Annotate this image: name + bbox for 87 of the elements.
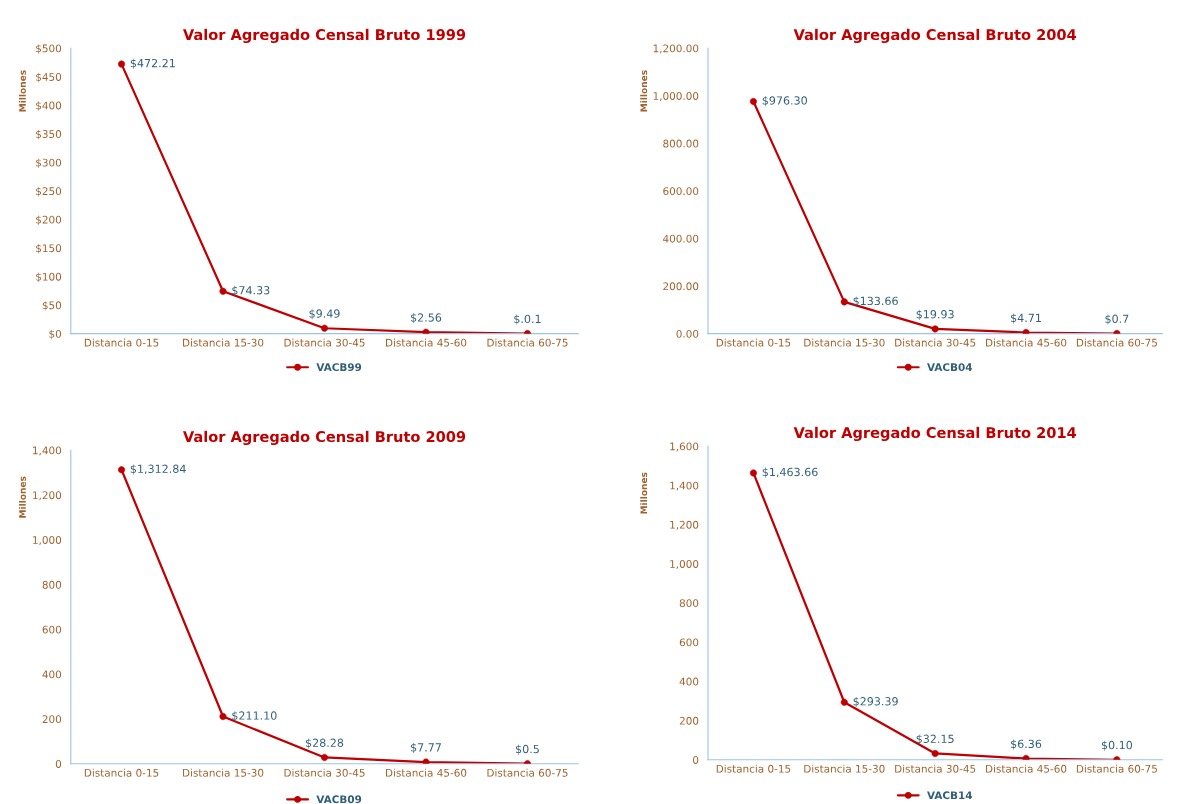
x-tick-label: Distancia 0-15 [716,764,791,773]
data-label: $4.71 [1011,313,1041,324]
data-label: $19.93 [916,309,954,320]
y-tick-label: 200.00 [663,282,699,291]
x-tick-label: Distancia 45-60 [386,768,467,777]
x-tick-label: Distancia 0-15 [84,338,159,347]
y-tick-label: 800.00 [663,139,699,148]
y-tick-label: 1,000 [33,536,62,545]
y-tick-label: $100 [36,272,62,283]
x-tick-label: Distancia 60-75 [487,338,568,347]
y-tick-label: 600 [679,638,699,647]
x-tick-label: Distancia 15-30 [183,338,264,347]
y-tick-label: 0.00 [676,329,699,338]
y-tick-label: 1,000 [670,560,699,569]
y-tick-label: 0 [55,760,62,768]
y-tick-label: $350 [36,129,62,140]
data-label: $1,463.66 [762,467,818,478]
data-label: $211.10 [232,711,277,722]
x-tick-label: Distancia 30-45 [895,764,976,773]
x-tick-label: Distancia 60-75 [1076,338,1157,347]
y-tick-label: $150 [36,244,62,254]
data-label: $976.30 [762,96,807,107]
data-label: $0.5 [516,744,539,755]
y-tick-label: $400 [36,101,62,111]
x-tick-label: Distancia 15-30 [804,764,885,773]
data-label: $32.15 [916,734,954,745]
data-label: $0.10 [1101,740,1133,751]
y-axis-title: Millones [640,472,648,514]
data-label: $1,312.84 [130,464,186,475]
legend-label: VACB09 [316,795,362,804]
y-tick-label: 0 [693,756,699,764]
y-tick-label: $200 [36,215,62,225]
chart-title: Valor Agregado Censal Bruto 2014 [793,426,1077,442]
chart-title: Valor Agregado Censal Bruto 2004 [793,28,1077,44]
y-tick-label: 1,200.00 [653,44,699,54]
y-tick-label: 200 [679,716,699,725]
x-tick-label: Distancia 30-45 [284,768,365,777]
y-tick-label: $0 [49,329,62,340]
y-tick-label: 400 [679,677,699,686]
legend-label: VACB04 [927,363,973,372]
data-label: $9.49 [309,309,340,320]
y-tick-label: 800 [42,580,62,589]
x-tick-label: Distancia 60-75 [487,768,568,777]
x-tick-label: Distancia 30-45 [284,338,365,347]
y-tick-label: $50 [42,301,62,311]
y-axis-title: Millones [18,70,26,112]
x-tick-label: Distancia 45-60 [986,764,1067,773]
y-tick-label: $500 [36,44,62,54]
data-label: $.0.1 [514,314,541,325]
x-tick-label: Distancia 0-15 [84,768,159,777]
chart-title: Valor Agregado Censal Bruto 1999 [183,28,466,44]
x-tick-label: Distancia 30-45 [895,338,976,347]
data-label: $7.77 [411,742,441,754]
y-tick-label: $250 [36,186,62,197]
data-label: $472.21 [130,58,175,69]
y-tick-label: 200 [42,715,62,724]
y-tick-label: 1,600 [670,442,699,452]
data-label: $0.7 [1105,314,1129,325]
x-tick-label: Distancia 45-60 [386,338,467,347]
y-tick-label: 600 [42,625,62,634]
y-tick-label: 400 [42,670,62,679]
x-tick-label: Distancia 60-75 [1076,764,1157,773]
x-tick-label: Distancia 0-15 [716,338,791,347]
y-axis-title: Millones [18,476,26,518]
data-label: $28.28 [305,738,344,749]
y-tick-label: 600.00 [663,187,699,196]
data-label: $2.56 [411,313,442,324]
y-tick-label: 1,000.00 [653,92,699,101]
data-label: $133.66 [853,296,898,307]
x-tick-label: Distancia 45-60 [986,338,1067,347]
y-tick-label: 1,200 [33,491,62,501]
data-label: $6.36 [1011,739,1042,750]
chart-title: Valor Agregado Censal Bruto 2009 [183,430,466,446]
y-tick-label: $300 [36,158,62,168]
x-tick-label: Distancia 15-30 [804,338,885,347]
y-axis-title: Millones [640,70,648,112]
x-tick-label: Distancia 15-30 [183,768,264,777]
y-tick-label: $450 [36,72,62,83]
y-tick-label: 800 [679,599,699,608]
legend-label: VACB99 [316,363,362,372]
legend-label: VACB14 [927,791,973,800]
data-label: $74.33 [232,285,270,296]
data-label: $293.39 [853,696,898,707]
y-tick-label: 1,400 [33,446,62,456]
y-tick-label: 1,400 [670,481,699,491]
y-tick-label: 1,200 [670,520,699,530]
y-tick-label: 400.00 [663,234,699,243]
